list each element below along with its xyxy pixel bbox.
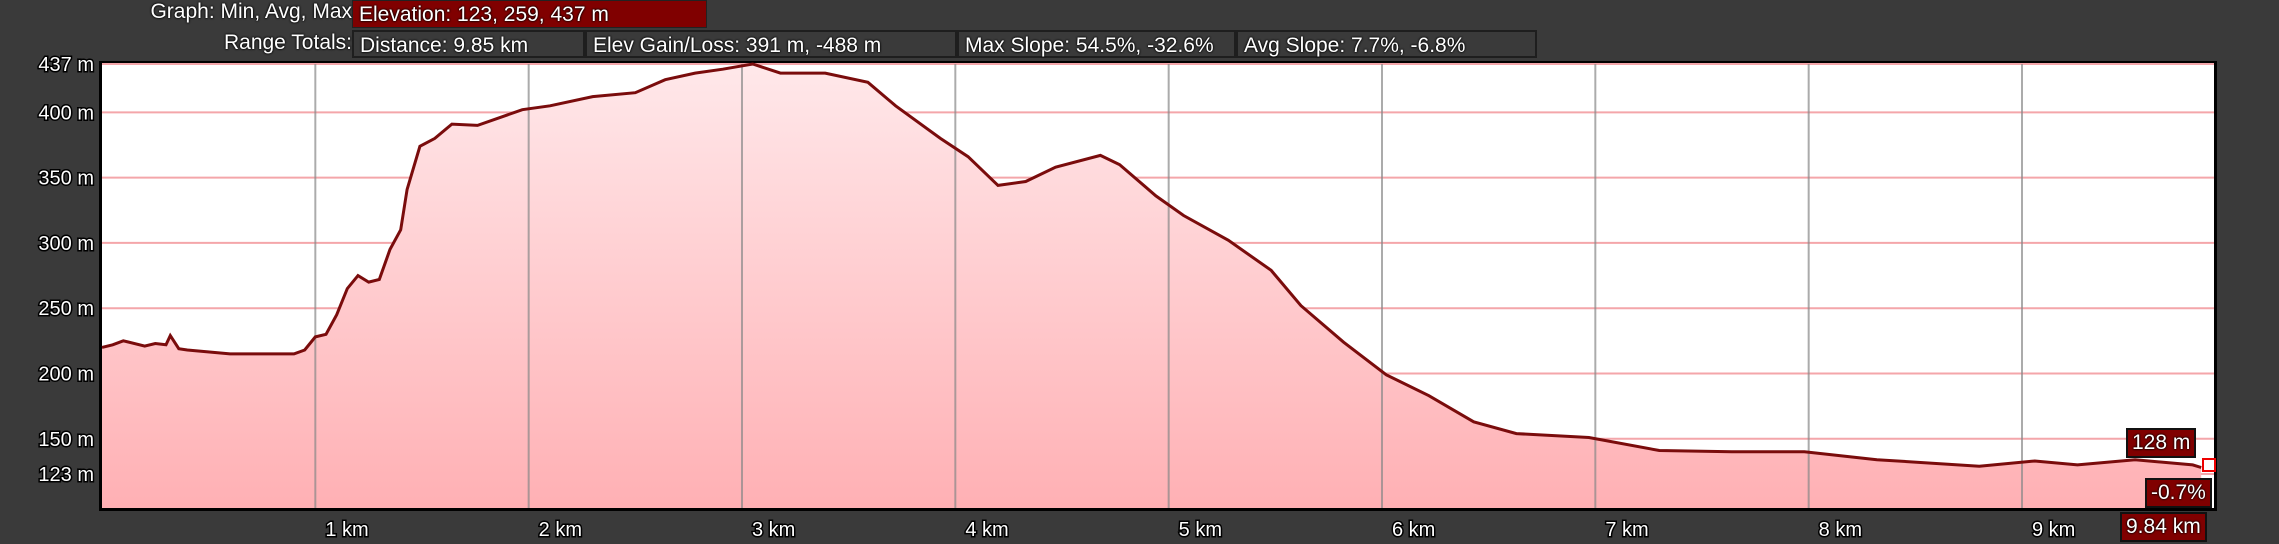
cursor-marker <box>2202 458 2216 472</box>
y-tick-label: 437 m <box>38 54 94 76</box>
cursor-elevation: 128 m <box>2126 428 2197 458</box>
x-tick-label: 2 km <box>539 519 582 541</box>
max-slope-stat: Max Slope: 54.5%, -32.6% <box>957 30 1236 58</box>
y-tick-label: 400 m <box>38 102 94 124</box>
y-tick-label: 350 m <box>38 168 94 190</box>
y-tick-label: 300 m <box>38 233 94 255</box>
elevation-stats: Elevation: 123, 259, 437 m <box>352 0 707 28</box>
x-tick-label: 4 km <box>965 519 1008 541</box>
cursor-distance: 9.84 km <box>2120 512 2207 542</box>
cursor-slope: -0.7% <box>2145 478 2212 508</box>
range-totals-label: Range Totals: <box>223 31 352 54</box>
y-tick-label: 200 m <box>38 363 94 385</box>
y-tick-label: 123 m <box>38 464 94 486</box>
x-tick-label: 8 km <box>1819 519 1862 541</box>
x-tick-label: 3 km <box>752 519 795 541</box>
x-tick-label: 7 km <box>1605 519 1648 541</box>
elev-gain-loss-stat: Elev Gain/Loss: 391 m, -488 m <box>585 30 957 58</box>
avg-slope-stat: Avg Slope: 7.7%, -6.8% <box>1236 30 1537 58</box>
x-tick-label: 9 km <box>2032 519 2075 541</box>
distance-stat: Distance: 9.85 km <box>352 30 585 58</box>
y-tick-label: 250 m <box>38 298 94 320</box>
graph-label: Graph: Min, Avg, Max <box>150 0 352 23</box>
x-tick-label: 1 km <box>325 519 368 541</box>
y-tick-label: 150 m <box>38 429 94 451</box>
x-tick-label: 5 km <box>1179 519 1222 541</box>
x-tick-label: 6 km <box>1392 519 1435 541</box>
elevation-area <box>102 64 2202 508</box>
elevation-line <box>101 62 2202 469</box>
